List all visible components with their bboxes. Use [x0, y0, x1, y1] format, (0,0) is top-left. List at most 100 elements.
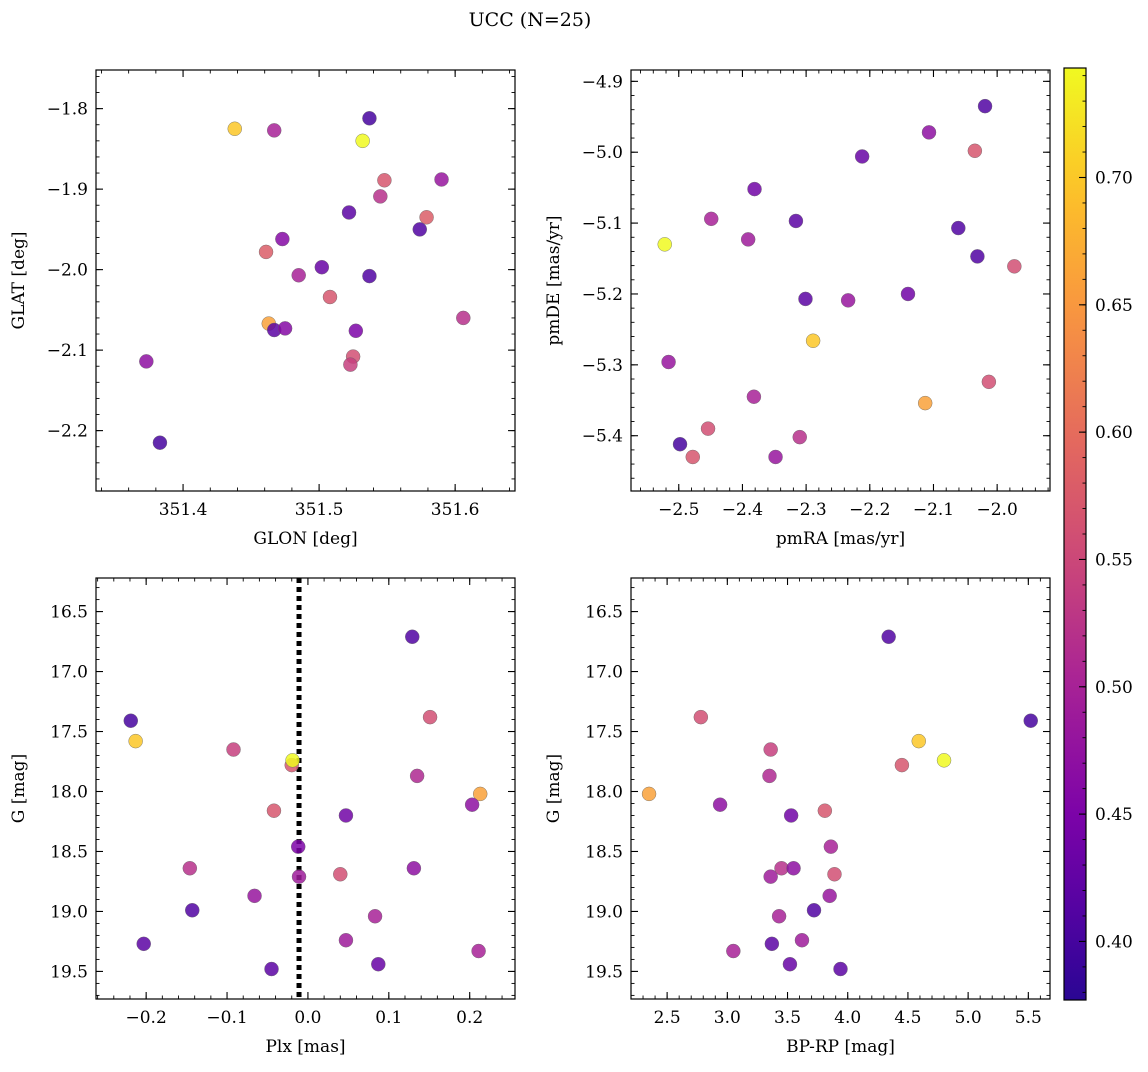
scatter-point [338, 808, 354, 823]
scatter-point [746, 389, 762, 404]
scatter-point [762, 768, 777, 784]
scatter-point [894, 757, 910, 773]
scatter-point [771, 909, 787, 924]
x-tick-label: 351.4 [159, 500, 208, 520]
scatter-point [827, 867, 842, 882]
x-tick-label: 4.5 [894, 1008, 921, 1028]
y-tick-label: 19.5 [585, 962, 623, 982]
plot-frame [630, 577, 1051, 1000]
scatter-point [951, 220, 966, 236]
scatter-point [822, 888, 837, 904]
x-tick-label: −0.1 [206, 1008, 247, 1028]
colorbar-tick-label: 0.55 [1095, 550, 1133, 570]
scatter-point [672, 437, 688, 452]
x-tick-label: −2.5 [658, 500, 699, 520]
x-tick-label: 3.0 [714, 1008, 741, 1028]
scatter-point [373, 189, 388, 204]
y-tick-label: 19.0 [585, 902, 623, 922]
y-axis-label: G [mag] [9, 754, 29, 823]
scatter-point [704, 211, 719, 227]
y-tick-label: −2.1 [47, 341, 88, 361]
y-tick-label: −5.4 [582, 427, 623, 447]
x-axis-label: pmRA [mas/yr] [776, 529, 905, 549]
scatter-point [185, 903, 200, 918]
scatter-point [740, 232, 756, 247]
y-tick-label: −5.2 [582, 285, 623, 305]
scatter-point [792, 429, 807, 445]
colorbar-tick-label: 0.65 [1095, 296, 1133, 316]
x-tick-label: −0.2 [126, 1008, 167, 1028]
scatter-point [338, 933, 354, 948]
panel-bottom-left: −0.2 −0.1 0.0 0.1 0.2 16.5 17.0 17.5 18.0 18.5 19.… [9, 577, 516, 1057]
scatter-point [182, 861, 198, 876]
scatter-point [377, 173, 392, 188]
scatter-point [657, 237, 672, 252]
scatter-point [747, 181, 762, 197]
y-tick-label: 17.5 [585, 723, 623, 743]
y-tick-label: 19.0 [50, 902, 88, 922]
scatter-point [362, 111, 377, 126]
scatter-point [322, 289, 338, 305]
scatter-point [911, 733, 926, 749]
panel-top-right: −2.5 −2.4 −2.3 −2.2 −2.1 −2.0 −4.9 −5.0 −5.1 −5.2… [544, 69, 1051, 549]
x-tick-label: 4.0 [834, 1008, 861, 1028]
scatter-point [854, 149, 870, 164]
scatter-point [412, 222, 427, 237]
x-tick-label: −2.1 [913, 500, 954, 520]
scatter-point [917, 395, 933, 411]
scatter-point [267, 123, 282, 138]
scatter-point [362, 268, 377, 284]
scatter-point [464, 797, 480, 812]
x-tick-label: 351.5 [295, 500, 344, 520]
y-tick-label: 18.0 [585, 782, 623, 802]
scatter-point [817, 803, 833, 818]
y-tick-label: 16.5 [50, 603, 88, 623]
y-tick-label: −2.2 [47, 422, 88, 442]
y-tick-label: 18.0 [50, 782, 88, 802]
scatter-point [921, 125, 937, 140]
scatter-point [247, 888, 262, 904]
scatter-point [355, 133, 370, 149]
x-tick-label: −2.0 [977, 500, 1018, 520]
scatter-point [406, 861, 422, 876]
scatter-point [473, 786, 488, 802]
scatter-point [341, 205, 357, 220]
scatter-point [783, 808, 799, 823]
panel-top-left: 351.4 351.5 351.6 −1.8 −1.9 −2.0 −2.1 −2.2 GLON … [9, 69, 516, 549]
scatter-point [833, 961, 848, 977]
scatter-point [291, 869, 307, 884]
scatter-point [258, 244, 274, 260]
scatter-point [128, 733, 143, 749]
scatter-point [823, 839, 839, 854]
scatter-point [840, 293, 856, 308]
panel-bottom-right: 2.5 3.0 3.5 4.0 4.5 5.0 5.5 16.5 17.0 17.5 18.0 18.… [544, 577, 1051, 1057]
scatter-point [343, 357, 358, 372]
scatter-point [123, 713, 138, 728]
x-axis-label: Plx [mas] [265, 1037, 345, 1057]
y-tick-label: 17.0 [50, 663, 88, 683]
x-axis-label: GLON [deg] [253, 529, 357, 549]
y-axis-label: GLAT [deg] [9, 231, 29, 329]
scatter-point [970, 249, 985, 264]
scatter-point [805, 333, 821, 348]
y-tick-label: 17.5 [50, 723, 88, 743]
scatter-point [977, 98, 993, 114]
y-tick-label: −4.9 [582, 72, 623, 92]
y-axis-label: G [mag] [544, 754, 564, 823]
scatter-point [291, 839, 306, 854]
scatter-point [227, 121, 242, 136]
scatter-point [806, 903, 822, 918]
scatter-point [881, 629, 896, 644]
x-tick-label: 3.5 [774, 1008, 801, 1028]
y-tick-label: 17.0 [585, 663, 623, 683]
x-tick-label: 5.0 [955, 1008, 982, 1028]
scatter-point [1023, 713, 1038, 728]
plot-frame [630, 69, 1051, 492]
scatter-point [275, 231, 290, 247]
scatter-point [798, 291, 813, 307]
x-axis-label: BP-RP [mag] [786, 1037, 895, 1057]
scatter-point [405, 629, 420, 644]
scatter-point [152, 435, 168, 450]
scatter-point [277, 321, 293, 336]
y-tick-label: −2.0 [47, 261, 88, 281]
